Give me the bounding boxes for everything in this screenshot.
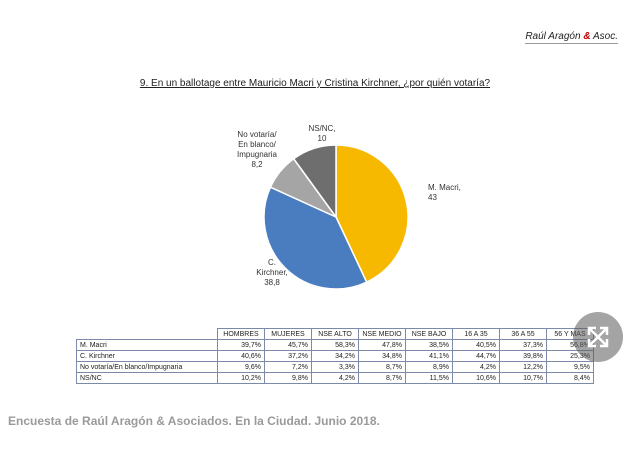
expand-button[interactable] [573, 312, 623, 362]
table-cell: 10,2% [217, 372, 265, 384]
row-label: C. Kirchner [76, 350, 218, 362]
table-cell: 40,5% [452, 339, 500, 351]
table-row: M. Macri 39,7% 45,7% 58,3% 47,8% 38,5% 40,5% 37… [76, 339, 594, 351]
table-cell: 8,9% [405, 361, 453, 373]
table-cell: 8,4% [546, 372, 594, 384]
pie-slice [263, 186, 368, 290]
table-cell: 34,8% [358, 350, 406, 362]
table-cell: 37,3% [499, 339, 547, 351]
table-row: NS/NC 10,2% 9,8% 4,2% 8,7% 11,5% 10,6% 10,7% 8,4… [76, 372, 594, 384]
row-label: No votaría/En blanco/Impugnaria [76, 361, 218, 373]
table-cell: 9,6% [217, 361, 265, 373]
table-cell: 44,7% [452, 350, 500, 362]
table-cell: 3,3% [311, 361, 359, 373]
corner-cell [77, 329, 218, 340]
column-header: NSE MEDIO [358, 328, 406, 340]
table-cell: 10,7% [499, 372, 547, 384]
slice-value: 8,2 [251, 160, 263, 169]
table-cell: 7,2% [264, 361, 312, 373]
pie-chart [263, 144, 409, 290]
slice-label: C. Kirchner, 38,8 [240, 258, 304, 288]
table-cell: 34,2% [311, 350, 359, 362]
pie-slice [335, 144, 409, 284]
table-cell: 11,5% [405, 372, 453, 384]
header: Raúl Aragón & Asoc. [525, 31, 618, 44]
slice-value: 10 [317, 134, 327, 143]
column-header: 16 A 35 [452, 328, 500, 340]
table-cell: 37,2% [264, 350, 312, 362]
table-cell: 4,2% [311, 372, 359, 384]
column-header: NSE ALTO [311, 328, 359, 340]
data-table: HOMBRES MUJERES NSE ALTO NSE MEDIO NSE BAJO 1… [76, 328, 594, 384]
slice-label: NS/NC, 10 [290, 124, 354, 144]
table-cell: 38,5% [405, 339, 453, 351]
table-cell: 9,5% [546, 361, 594, 373]
caption: Encuesta de Raúl Aragón & Asociados. En … [8, 414, 380, 428]
row-label: NS/NC [76, 372, 218, 384]
column-header: HOMBRES [217, 328, 265, 340]
table-cell: 40,6% [217, 350, 265, 362]
table-header-row: HOMBRES MUJERES NSE ALTO NSE MEDIO NSE BAJO 1… [77, 328, 594, 340]
table-cell: 45,7% [264, 339, 312, 351]
table-cell: 9,8% [264, 372, 312, 384]
column-header: NSE BAJO [405, 328, 453, 340]
table-cell: 39,8% [499, 350, 547, 362]
table-row: No votaría/En blanco/Impugnaria 9,6% 7,2% 3… [76, 361, 594, 373]
header-suffix: Asoc. [592, 31, 618, 42]
table-row: C. Kirchner 40,6% 37,2% 34,2% 34,8% 41,1% 44,7… [76, 350, 594, 362]
row-label: M. Macri [76, 339, 218, 351]
column-header: MUJERES [264, 328, 312, 340]
table-cell: 10,6% [452, 372, 500, 384]
pie-slice [292, 144, 337, 220]
table-cell: 8,7% [358, 361, 406, 373]
table-cell: 39,7% [217, 339, 265, 351]
table-cell: 12,2% [499, 361, 547, 373]
table-cell: 58,3% [311, 339, 359, 351]
slice-value: 43 [428, 193, 437, 202]
table-cell: 4,2% [452, 361, 500, 373]
header-name: Raúl Aragón [525, 31, 581, 42]
slice-label: M. Macri, 43 [428, 183, 492, 203]
expand-icon [587, 326, 609, 348]
table-cell: 47,8% [358, 339, 406, 351]
table-cell: 8,7% [358, 372, 406, 384]
header-amp: & [583, 31, 591, 42]
slice-name: C. Kirchner, [256, 258, 288, 277]
slice-name: No votaría/ En blanco/ Impugnaria [236, 130, 278, 159]
chart-title: 9. En un ballotage entre Mauricio Macri … [139, 78, 491, 89]
slice-name: NS/NC, [308, 124, 336, 133]
column-header: 36 A 55 [499, 328, 547, 340]
table-cell: 41,1% [405, 350, 453, 362]
slice-name: M. Macri, [428, 183, 461, 192]
slice-label: No votaría/ En blanco/ Impugnaria 8,2 [225, 130, 289, 170]
slice-value: 38,8 [264, 278, 280, 287]
